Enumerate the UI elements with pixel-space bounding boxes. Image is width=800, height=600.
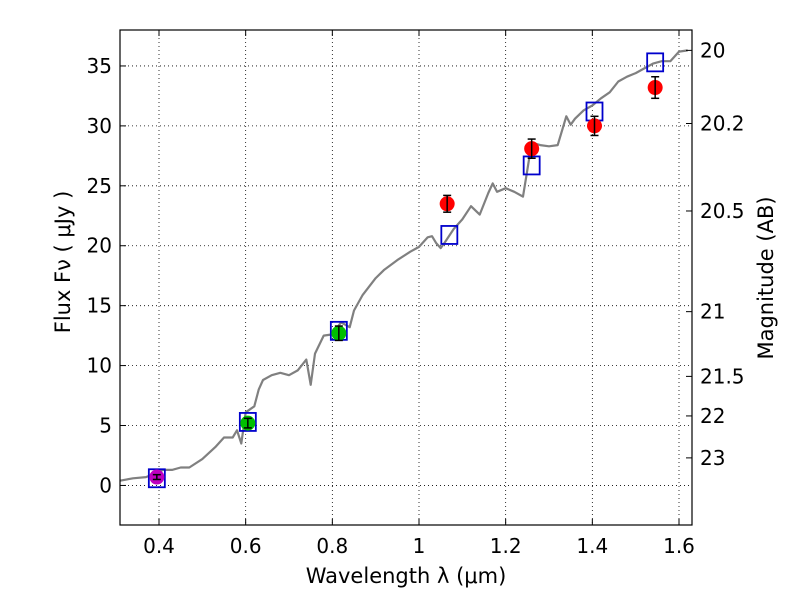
x-axis-label: Wavelength λ (μm) <box>306 564 507 588</box>
y2-axis-label: Magnitude (AB) <box>754 196 778 359</box>
y2-tick-label: 20 <box>700 38 725 62</box>
y2-tick-label: 21.5 <box>700 364 745 388</box>
y-tick-label: 35 <box>87 54 112 78</box>
model-square <box>238 412 257 432</box>
y-tick-label: 5 <box>99 414 112 438</box>
x-tick-label: 1.6 <box>663 534 695 558</box>
y-tick-label: 30 <box>87 114 112 138</box>
model-photometry-layer <box>147 52 665 489</box>
x-tick-label: 1.4 <box>576 534 608 558</box>
y-axis-label: Flux Fν ( μJy ) <box>51 191 75 334</box>
spectrum-layer <box>119 49 688 482</box>
y-tick-label: 0 <box>99 473 112 497</box>
model-square <box>440 225 459 245</box>
y2-tick-label: 20.2 <box>700 111 745 135</box>
y2-tick-label: 23 <box>700 446 725 470</box>
x-tick-label: 0.6 <box>230 534 262 558</box>
spectrum-line <box>119 49 688 482</box>
y2-tick-label: 20.5 <box>700 199 745 223</box>
grid <box>120 30 692 525</box>
axis-ticks: 0.4 0.6 0.8 1 1.2 1.4 1.6 0 5 10 15 20 25 30 35 20 20.2 2… <box>87 30 745 558</box>
x-tick-label: 1 <box>413 534 426 558</box>
x-tick-label: 0.8 <box>316 534 348 558</box>
model-square <box>147 468 166 489</box>
y-tick-label: 25 <box>87 174 112 198</box>
y-tick-label: 10 <box>87 354 112 378</box>
observed-photometry-layer <box>149 75 663 485</box>
plot-frame <box>119 29 693 526</box>
y2-tick-label: 21 <box>700 300 725 324</box>
y-tick-label: 20 <box>87 234 112 258</box>
y2-tick-label: 22 <box>700 404 725 428</box>
x-tick-label: 1.2 <box>490 534 522 558</box>
y-tick-label: 15 <box>87 294 112 318</box>
x-tick-label: 0.4 <box>143 534 175 558</box>
model-square <box>646 52 665 73</box>
